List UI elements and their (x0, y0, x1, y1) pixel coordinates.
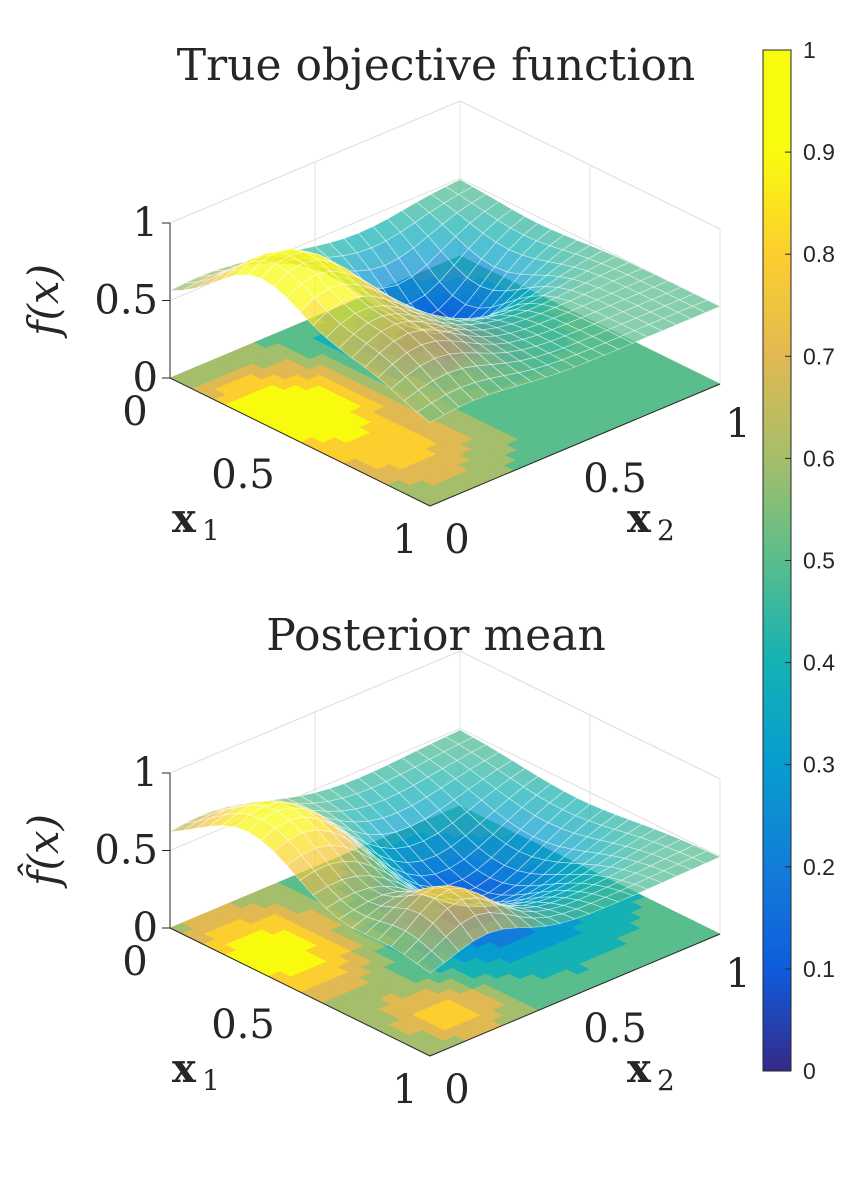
colorbar-tick-label: 0.2 (803, 854, 835, 880)
x1-axis-label: x (172, 1045, 197, 1092)
surface-patch (416, 402, 446, 423)
x1-axis-line (169, 377, 431, 507)
x2-tick-label: 0.5 (583, 1006, 647, 1052)
x2-tick-label: 0.5 (583, 456, 647, 502)
x2-tick-label: 1 (725, 951, 750, 997)
z-tick-label: 0.5 (94, 828, 158, 874)
colorbar-tick-label: 0.1 (803, 956, 835, 982)
colorbar-tick-label: 0.5 (803, 548, 835, 574)
surface-patch (416, 950, 446, 974)
colorbar-tick-label: 0.7 (803, 343, 835, 369)
grid-line (169, 100, 721, 230)
colorbar-bar (762, 49, 792, 1072)
chart-title: True objective function (177, 40, 696, 91)
x1-tick-label: 0 (122, 939, 147, 985)
colorbar: 0 0.1 0.2 0.3 0.4 0.5 0.6 0.7 0.8 0.9 1 (762, 37, 835, 1084)
colorbar-tick-label: 0.9 (803, 139, 835, 165)
colorbar-tick-label: 0.4 (803, 650, 835, 676)
z-axis-label-text: f(x) (19, 264, 68, 339)
colorbar-tick-label: 0 (803, 1058, 816, 1084)
z-tick-label: 1 (133, 200, 158, 246)
x1-tick-label: 0 (122, 389, 147, 435)
z-tick-label: 0 (133, 355, 158, 401)
x2-tick-label: 0 (444, 517, 469, 563)
x1-axis-line (169, 927, 431, 1057)
chart-title: Posterior mean (266, 610, 606, 661)
z-axis-label: f(x) (19, 264, 68, 339)
colorbar-tick-label: 1 (803, 37, 816, 63)
z-axis-label-text: f̂(x) (16, 814, 68, 889)
x2-axis-label: x (627, 1045, 652, 1092)
x1-tick-label: 1 (392, 1067, 417, 1113)
colorbar-tick-label: 0.8 (803, 241, 835, 267)
x2-axis-line (429, 383, 721, 507)
x2-axis-label: x (627, 495, 652, 542)
x2-axis-subscript: 2 (657, 1064, 675, 1097)
z-tick-label: 1 (133, 750, 158, 796)
x1-axis-label: x (172, 495, 197, 542)
grid-line (169, 650, 721, 780)
x1-tick-label: 0.5 (211, 1002, 275, 1048)
x2-tick-label: 1 (725, 401, 750, 447)
z-axis-label: f̂(x) (16, 814, 68, 889)
x2-axis-line (429, 933, 721, 1057)
x2-tick-label: 0 (444, 1067, 469, 1113)
x1-axis-subscript: 1 (202, 1064, 220, 1097)
z-tick-label: 0 (133, 905, 158, 951)
colorbar-tick-label: 0.6 (803, 445, 835, 471)
x1-axis-subscript: 1 (202, 514, 220, 547)
colorbar-tick-label: 0.3 (803, 752, 835, 778)
z-tick-label: 0.5 (94, 278, 158, 324)
x2-axis-subscript: 2 (657, 514, 675, 547)
x1-tick-label: 1 (392, 517, 417, 563)
x1-tick-label: 0.5 (211, 452, 275, 498)
